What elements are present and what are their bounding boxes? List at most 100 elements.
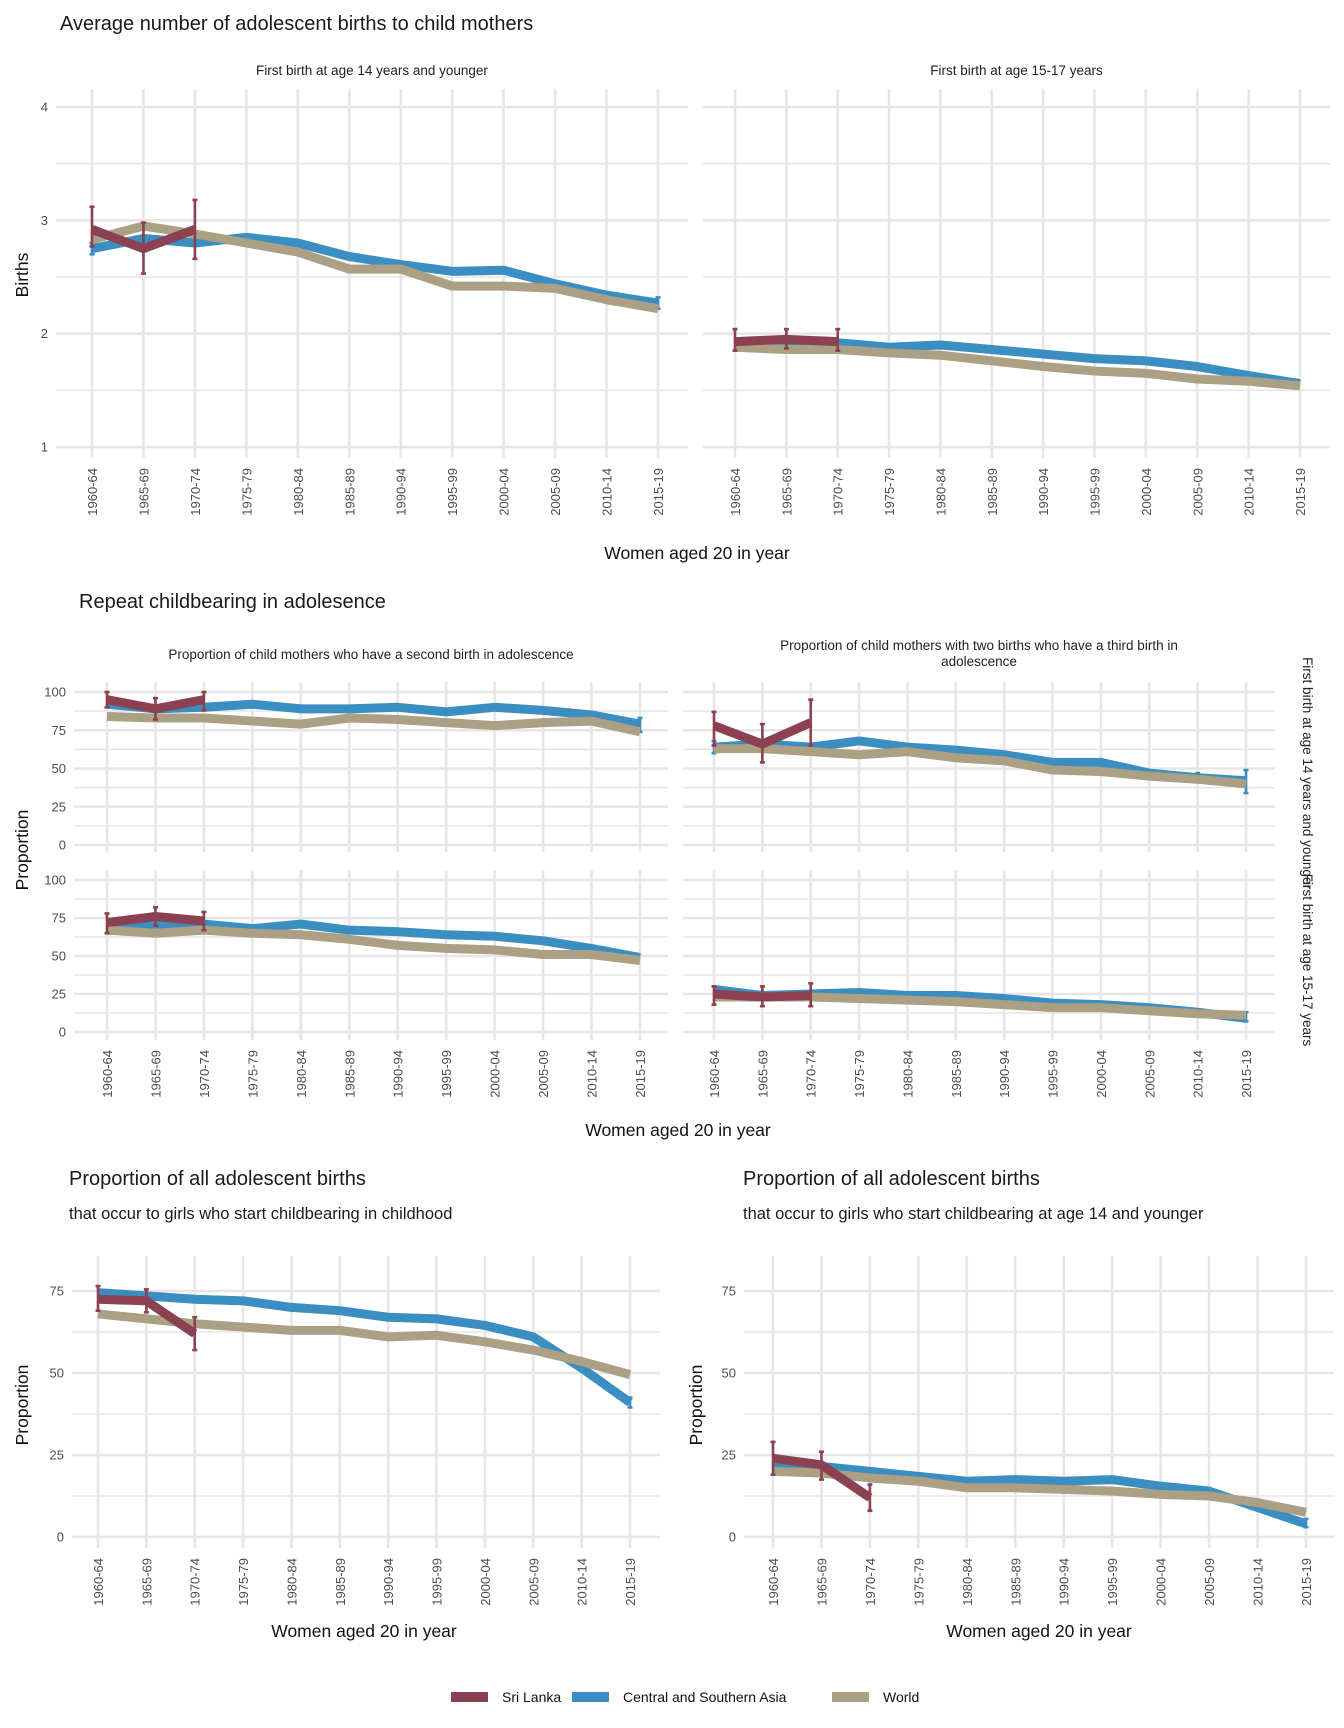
y-tick-label: 0 — [57, 1530, 64, 1545]
panel-title: adolescence — [941, 654, 1017, 669]
series-line — [734, 334, 838, 347]
grid-p1b — [703, 89, 1330, 458]
x-tick-label: 1990-94 — [997, 1050, 1012, 1098]
x-tick-label: 2010-14 — [575, 1558, 590, 1606]
legend-label: Central and Southern Asia — [623, 1689, 787, 1705]
x-tick-label: 2015-19 — [1299, 1558, 1314, 1606]
section3-ylabel: Proportion — [12, 1365, 32, 1446]
row-strip-15-17: First birth at age 15-17 years — [1300, 874, 1315, 1047]
series-sri-lanka — [732, 327, 841, 352]
x-tick-label: 1980-84 — [933, 468, 948, 516]
x-tick-label: 1995-99 — [1046, 1050, 1061, 1098]
legend-swatch — [451, 1692, 488, 1702]
error-bar — [104, 912, 110, 935]
y-tick-label: 1 — [41, 440, 48, 455]
section1-ylabel: Births — [12, 252, 32, 297]
y-tick-label: 100 — [44, 685, 66, 700]
x-tick-label: 1975-79 — [852, 1050, 867, 1098]
x-tick-label: 1990-94 — [1036, 468, 1051, 516]
y-tick-label: 0 — [59, 838, 66, 853]
x-tick-label: 2005-09 — [548, 468, 563, 516]
grid-p4 — [744, 1256, 1334, 1548]
y-tick-label: 50 — [52, 761, 66, 776]
x-tick-label: 1970-74 — [831, 468, 846, 516]
x-tick-label: 1965-69 — [779, 468, 794, 516]
y-tick-label: 4 — [41, 100, 48, 115]
x-tick-label: 1985-89 — [342, 468, 357, 516]
x-tick-label: 1990-94 — [381, 1558, 396, 1606]
x-tick-label: 2015-19 — [623, 1558, 638, 1606]
x-tick-label: 2015-19 — [633, 1050, 648, 1098]
panel-title: Proportion of child mothers with two bir… — [780, 638, 1178, 653]
x-tick-label: 1980-84 — [900, 1050, 915, 1098]
section2-title: Repeat childbearing in adolesence — [79, 591, 386, 613]
section1-xlabel: Women aged 20 in year — [604, 543, 790, 563]
panel-title: First birth at age 14 years and younger — [256, 63, 488, 78]
grid-p3 — [72, 1256, 660, 1548]
error-bar — [95, 1284, 101, 1312]
y-tick-label: 50 — [50, 1366, 64, 1381]
series-line — [713, 989, 811, 1002]
section3-title: Proportion of all adolescent births — [69, 1168, 366, 1190]
x-tick-label: 1965-69 — [814, 1558, 829, 1606]
panel-p2d: 1960-64 1965-69 1970-74 1975-79 1980-84 1985-… — [683, 870, 1275, 1098]
x-tick-label: 1985-89 — [333, 1558, 348, 1606]
y-tick-label: 25 — [52, 799, 66, 814]
x-tick-label: 2005-09 — [536, 1050, 551, 1098]
x-tick-label: 1970-74 — [863, 1558, 878, 1606]
x-tick-label: 1985-89 — [985, 468, 1000, 516]
section2-xlabel: Women aged 20 in year — [585, 1120, 771, 1140]
panel-title: First birth at age 15-17 years — [930, 63, 1103, 78]
x-tick-label: 2000-04 — [488, 1050, 503, 1098]
series-sri-lanka — [95, 1284, 198, 1352]
x-tick-label: 1995-99 — [445, 468, 460, 516]
y-tick-label: 3 — [41, 213, 48, 228]
x-tick-label: 1965-69 — [136, 468, 151, 516]
series-world — [713, 744, 1247, 789]
series-line — [734, 342, 1301, 391]
x-tick-label: 1985-89 — [342, 1050, 357, 1098]
x-tick-label: 1995-99 — [1105, 1558, 1120, 1606]
legend: Sri Lanka Central and Southern Asia World — [451, 1689, 919, 1705]
panel-p1b: 1960-64 1965-69 1970-74 1975-79 1980-84 1985-… — [703, 63, 1330, 516]
legend-swatch — [832, 1692, 869, 1702]
x-tick-label: 1970-74 — [804, 1050, 819, 1098]
legend-label: World — [883, 1689, 919, 1705]
x-tick-label: 1970-74 — [188, 1558, 203, 1606]
x-tick-label: 2005-09 — [1142, 1050, 1157, 1098]
panel-p1a: 1 2 3 4 1960-64 1965-69 1970-74 1975-79 1980-84 1… — [41, 63, 688, 516]
section1-title: Average number of adolescent births to c… — [60, 13, 533, 35]
x-tick-label: 2015-19 — [1293, 468, 1308, 516]
x-tick-label: 2000-04 — [1154, 1558, 1169, 1606]
y-tick-label: 0 — [729, 1530, 736, 1545]
section2-ylabel: Proportion — [12, 810, 32, 891]
row-strip-14-and-younger: First birth at age 14 years and younger — [1300, 657, 1315, 889]
section4-subtitle: that occur to girls who start childbeari… — [743, 1205, 1204, 1223]
series-sri-lanka — [711, 982, 814, 1008]
y-tick-label: 2 — [41, 326, 48, 341]
panel-p2c: 0 25 50 75 100 1960-64 1965-69 1970-74 1975-79 19… — [44, 870, 668, 1098]
section3-xlabel: Women aged 20 in year — [271, 1621, 457, 1641]
x-tick-label: 2015-19 — [651, 468, 666, 516]
x-tick-label: 2010-14 — [600, 468, 615, 516]
x-tick-label: 1975-79 — [882, 468, 897, 516]
x-tick-label: 1985-89 — [949, 1050, 964, 1098]
x-tick-label: 1965-69 — [755, 1050, 770, 1098]
x-tick-label: 1980-84 — [291, 468, 306, 516]
section4-title: Proportion of all adolescent births — [743, 1168, 1040, 1190]
error-bar — [808, 982, 814, 1008]
x-tick-label: 2000-04 — [1094, 1050, 1109, 1098]
x-tick-label: 1960-64 — [91, 1558, 106, 1606]
x-tick-label: 2005-09 — [526, 1558, 541, 1606]
x-tick-label: 2010-14 — [1242, 468, 1257, 516]
x-tick-label: 1990-94 — [394, 468, 409, 516]
x-tick-label: 1980-84 — [294, 1050, 309, 1098]
legend-item-sri-lanka: Sri Lanka — [451, 1689, 561, 1705]
series-sri-lanka — [104, 690, 207, 721]
y-tick-label: 75 — [52, 911, 66, 926]
x-tick-label: 1960-64 — [707, 1050, 722, 1098]
panel-p2b: Proportion of child mothers with two bir… — [683, 638, 1275, 852]
series-line — [714, 744, 1247, 789]
